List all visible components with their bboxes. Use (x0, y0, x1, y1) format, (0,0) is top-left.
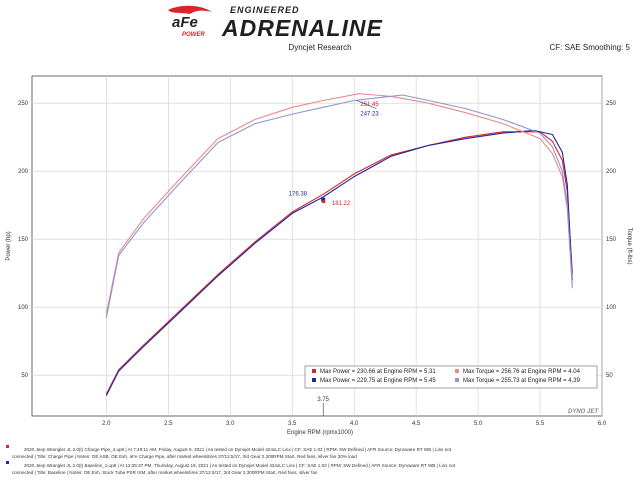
legend-run1-torque: Max Torque = 256.76 at Engine RPM = 4.04 (463, 369, 581, 375)
legend: Max Power = 230.66 at Engine RPM = 5.31 … (304, 365, 598, 389)
y-right-tick-label: 50 (606, 373, 613, 379)
x-tick-label: 2.5 (164, 421, 173, 427)
x-tick-label: 4.0 (350, 421, 359, 427)
dynojet-watermark: DYNO JET (568, 409, 599, 415)
x-tick-label: 2.0 (102, 421, 111, 427)
y-axis-left-label: Power (hp) (6, 231, 12, 260)
legend-run2-torque: Max Torque = 255.73 at Engine RPM = 4.39 (463, 378, 581, 384)
x-tick-label: 3.0 (226, 421, 235, 427)
torque-label-leader (356, 100, 377, 109)
x-tick-label: 3.5 (288, 421, 297, 427)
legend-run1-power: Max Power = 230.66 at Engine RPM = 5.31 (320, 369, 436, 375)
y-right-tick-label: 150 (606, 237, 617, 243)
data-label: 181.22 (332, 201, 351, 207)
y-left-tick-label: 100 (18, 305, 29, 311)
legend-run2-power: Max Power = 229.75 at Engine RPM = 5.45 (320, 378, 436, 384)
plot-frame (31, 75, 603, 417)
y-left-tick-label: 150 (18, 237, 29, 243)
series-line-run-2-power (105, 129, 573, 396)
legend-box (304, 365, 598, 389)
x-tick-label: 4.5 (412, 421, 421, 427)
y-axis-right-label: Torque (ft-lbs) (626, 227, 632, 264)
legend-swatch-run1-power (312, 369, 316, 373)
footer-run2-line1: 2020 Jeep Wrangler JL 2.0(t) Baseline_1.… (24, 463, 456, 468)
cf-smoothing-label: CF: SAE Smoothing: 5 (550, 43, 631, 52)
legend-swatch-run2-torque (455, 378, 459, 382)
y-left-tick-label: 200 (18, 169, 29, 175)
footer-run1-line1: 2020 Jeep Wrangler JL 2.0(t) Charge Pipe… (24, 447, 452, 452)
legend-swatch-run2-power (312, 378, 316, 382)
tagline-big: ADRENALINE (221, 15, 383, 41)
cursor-point-run1 (322, 200, 326, 204)
footer-notes: 2020 Jeep Wrangler JL 2.0(t) Charge Pipe… (6, 445, 456, 475)
cursor-point-run2 (321, 197, 326, 202)
data-label: 176.38 (289, 192, 308, 198)
logo-text: aFe (172, 14, 198, 31)
chart-title: Dyncjet Research (288, 43, 351, 52)
y-right-tick-label: 100 (606, 305, 617, 311)
series-line-run-1-power (105, 131, 573, 395)
footer-run1-line2: connected | Title: Charge Pipe | Notes: … (12, 454, 357, 459)
x-axis-label: Engine RPM (rpmx1000) (287, 430, 353, 436)
rpm-marker: 3.75 (317, 397, 330, 416)
logo-swoosh (168, 5, 212, 14)
legend-swatch-run1-torque (455, 369, 459, 373)
y-right-tick-label: 250 (606, 101, 617, 107)
y-right-tick-label: 200 (606, 169, 617, 175)
series-group (105, 93, 573, 396)
logo-subtext: POWER (182, 32, 205, 38)
rpm-marker-label: 3.75 (317, 397, 329, 403)
afe-logo: aFe POWER (168, 5, 212, 38)
footer-run2-line2: connected | Title: Baseline | Notes: OE … (12, 470, 318, 475)
y-left-tick-label: 50 (21, 373, 28, 379)
axis-ticks: 2.0 2.5 3.0 3.5 4.0 4.5 5.0 5.5 6.0 50 50 100 100 150… (18, 101, 617, 427)
data-label: 247.23 (360, 111, 379, 117)
series-line-run-2-torque (105, 94, 573, 319)
series-line-run-1-torque (105, 93, 573, 315)
footer-swatch-run1 (6, 445, 9, 448)
y-left-tick-label: 250 (18, 101, 29, 107)
footer-swatch-run2 (6, 461, 9, 464)
x-tick-label: 5.5 (536, 421, 545, 427)
data-label: 251.45 (360, 102, 379, 108)
x-tick-label: 5.0 (474, 421, 483, 427)
x-tick-label: 6.0 (598, 421, 607, 427)
tagline-small: ENGINEERED (230, 5, 300, 15)
data-labels: 176.38 181.22 251.45 247.23 (289, 100, 379, 207)
